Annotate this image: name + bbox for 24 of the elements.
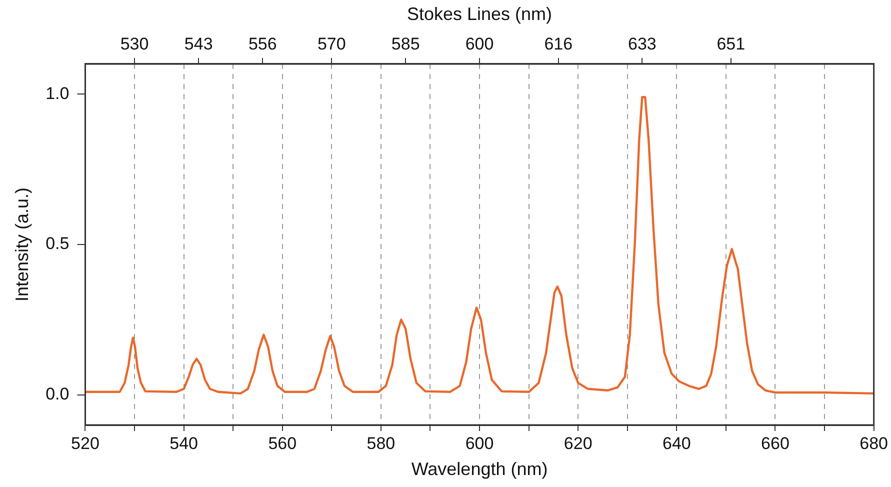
- x2-tick-label: 570: [317, 34, 346, 54]
- x2-tick-label: 543: [184, 34, 213, 54]
- y-tick-label: 0.0: [46, 384, 70, 404]
- x2-tick-label: 616: [544, 34, 573, 54]
- x-tick-label: 520: [71, 434, 100, 453]
- x2-tick-label: 530: [120, 34, 149, 54]
- x-tick-label: 660: [761, 434, 790, 453]
- x2-tick-label: 600: [465, 34, 494, 54]
- y-axis-title: Intensity (a.u.): [12, 187, 32, 302]
- x2-tick-label: 585: [391, 34, 420, 54]
- x2-tick-label: 556: [248, 34, 277, 54]
- x-tick-label: 680: [860, 434, 888, 453]
- x-tick-label: 640: [662, 434, 691, 453]
- x-tick-label: 560: [268, 434, 297, 453]
- y-tick-label: 0.5: [46, 234, 70, 254]
- x-tick-label: 620: [564, 434, 592, 453]
- x2-tick-label: 651: [716, 34, 746, 54]
- x2-tick-label: 633: [628, 34, 656, 54]
- x-tick-label: 540: [170, 434, 198, 453]
- x-axis-title: Wavelength (nm): [411, 459, 548, 480]
- x-tick-label: 580: [366, 434, 396, 453]
- y-tick-label: 1.0: [46, 84, 70, 103]
- x-tick-label: 600: [465, 434, 494, 453]
- x2-axis-title: Stokes Lines (nm): [406, 4, 552, 24]
